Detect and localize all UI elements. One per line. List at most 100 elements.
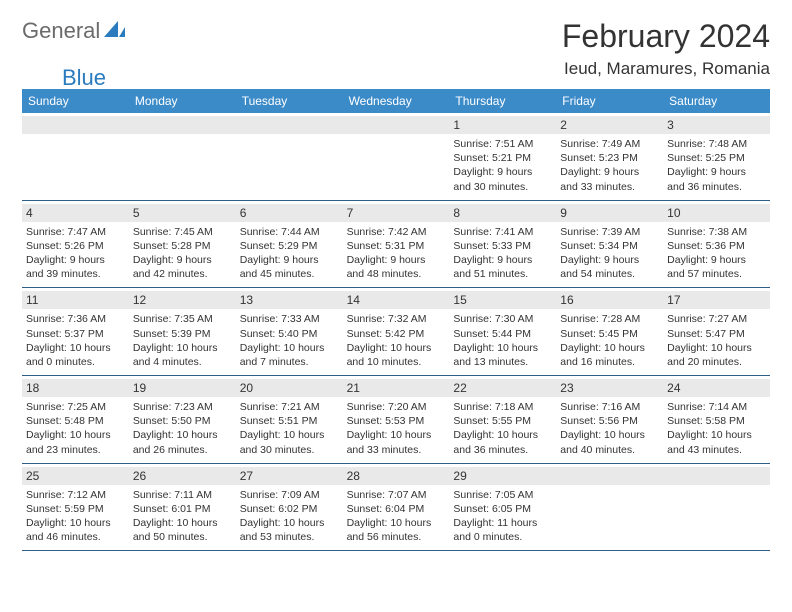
day-number: 18 xyxy=(22,379,129,397)
daylight-line: Daylight: 10 hours and 33 minutes. xyxy=(347,428,446,456)
brand-text-general: General xyxy=(22,18,100,44)
sunset-line: Sunset: 5:25 PM xyxy=(667,151,766,165)
calendar-cell xyxy=(236,113,343,200)
calendar-cell: 23 Sunrise: 7:16 AMSunset: 5:56 PMDayligh… xyxy=(556,376,663,463)
sunset-line: Sunset: 5:28 PM xyxy=(133,239,232,253)
sunrise-line: Sunrise: 7:39 AM xyxy=(560,225,659,239)
sunrise-line: Sunrise: 7:05 AM xyxy=(453,488,552,502)
calendar-cell: 11Sunrise: 7:36 AMSunset: 5:37 PMDayligh… xyxy=(22,288,129,375)
day-header: Wednesday xyxy=(343,89,450,113)
day-number: 11 xyxy=(22,291,129,309)
sunset-line: Sunset: 5:31 PM xyxy=(347,239,446,253)
day-number: 26 xyxy=(129,467,236,485)
daylight-line: Daylight: 10 hours and 26 minutes. xyxy=(133,428,232,456)
sunrise-line: Sunrise: 7:30 AM xyxy=(453,312,552,326)
sunset-line: Sunset: 5:23 PM xyxy=(560,151,659,165)
day-number: 23 xyxy=(556,379,663,397)
daylight-line: Daylight: 9 hours and 36 minutes. xyxy=(667,165,766,193)
calendar-cell: 1Sunrise: 7:51 AMSunset: 5:21 PMDaylight… xyxy=(449,113,556,200)
daylight-line: Daylight: 10 hours and 0 minutes. xyxy=(26,341,125,369)
day-number xyxy=(556,467,663,485)
sunset-line: Sunset: 5:59 PM xyxy=(26,502,125,516)
calendar-cell: 12Sunrise: 7:35 AMSunset: 5:39 PMDayligh… xyxy=(129,288,236,375)
sunrise-line: Sunrise: 7:47 AM xyxy=(26,225,125,239)
calendar-grid: SundayMondayTuesdayWednesdayThursdayFrid… xyxy=(22,89,770,551)
sunrise-line: Sunrise: 7:27 AM xyxy=(667,312,766,326)
sunset-line: Sunset: 5:26 PM xyxy=(26,239,125,253)
brand-text-blue: Blue xyxy=(62,65,106,91)
daylight-line: Daylight: 10 hours and 50 minutes. xyxy=(133,516,232,544)
day-number: 8 xyxy=(449,204,556,222)
daylight-line: Daylight: 10 hours and 40 minutes. xyxy=(560,428,659,456)
sunset-line: Sunset: 6:01 PM xyxy=(133,502,232,516)
calendar-week-row: 18 Sunrise: 7:25 AMSunset: 5:48 PM Dayligh… xyxy=(22,376,770,464)
sunrise-line: Sunrise: 7:38 AM xyxy=(667,225,766,239)
sunset-line: Sunset: 5:40 PM xyxy=(240,327,339,341)
day-header-row: SundayMondayTuesdayWednesdayThursdayFrid… xyxy=(22,89,770,113)
day-number: 17 xyxy=(663,291,770,309)
calendar-cell: 17Sunrise: 7:27 AMSunset: 5:47 PMDayligh… xyxy=(663,288,770,375)
brand-sail-icon xyxy=(104,19,126,44)
sunset-line: Sunset: 5:56 PM xyxy=(560,414,659,428)
sunrise-line: Sunrise: 7:25 AM xyxy=(26,400,125,414)
day-number xyxy=(663,467,770,485)
sunset-line: Sunset: 6:04 PM xyxy=(347,502,446,516)
calendar-cell: 18Sunrise: 7:25 AMSunset: 5:48 PMDayligh… xyxy=(22,376,129,463)
calendar-cell: 22Sunrise: 7:18 AMSunset: 5:55 PMDayligh… xyxy=(449,376,556,463)
calendar-cell: 25Sunrise: 7:12 AMSunset: 5:59 PMDayligh… xyxy=(22,464,129,551)
calendar-cell: 3Sunrise: 7:48 AMSunset: 5:25 PMDaylight… xyxy=(663,113,770,200)
calendar-cell xyxy=(22,113,129,200)
daylight-line: Daylight: 9 hours and 57 minutes. xyxy=(667,253,766,281)
day-number: 20 xyxy=(236,379,343,397)
sunset-line: Sunset: 5:21 PM xyxy=(453,151,552,165)
daylight-line: Daylight: 10 hours and 7 minutes. xyxy=(240,341,339,369)
daylight-line: Daylight: 10 hours and 16 minutes. xyxy=(560,341,659,369)
location-text: Ieud, Maramures, Romania xyxy=(562,59,770,79)
day-number: 22 xyxy=(449,379,556,397)
day-number: 28 xyxy=(343,467,450,485)
day-number: 14 xyxy=(343,291,450,309)
day-header: Saturday xyxy=(663,89,770,113)
day-number: 7 xyxy=(343,204,450,222)
daylight-line: Daylight: 10 hours and 4 minutes. xyxy=(133,341,232,369)
day-number: 27 xyxy=(236,467,343,485)
day-number: 29 xyxy=(449,467,556,485)
day-number: 15 xyxy=(449,291,556,309)
calendar-cell: 8Sunrise: 7:41 AMSunset: 5:33 PMDaylight… xyxy=(449,201,556,288)
day-number: 19 xyxy=(129,379,236,397)
calendar-cell: 15Sunrise: 7:30 AMSunset: 5:44 PMDayligh… xyxy=(449,288,556,375)
calendar-cell: 14Sunrise: 7:32 AMSunset: 5:42 PMDayligh… xyxy=(343,288,450,375)
sunrise-line: Sunrise: 7:12 AM xyxy=(26,488,125,502)
day-number xyxy=(236,116,343,134)
sunset-line: Sunset: 6:02 PM xyxy=(240,502,339,516)
day-number: 6 xyxy=(236,204,343,222)
daylight-line: Daylight: 9 hours and 48 minutes. xyxy=(347,253,446,281)
daylight-line: Daylight: 9 hours and 39 minutes. xyxy=(26,253,125,281)
calendar-week-row: 25Sunrise: 7:12 AMSunset: 5:59 PMDayligh… xyxy=(22,464,770,552)
calendar-cell: 19Sunrise: 7:23 AMSunset: 5:50 PMDayligh… xyxy=(129,376,236,463)
daylight-line: Daylight: 11 hours and 0 minutes. xyxy=(453,516,552,544)
day-number: 21 xyxy=(343,379,450,397)
sunset-line: Sunset: 5:42 PM xyxy=(347,327,446,341)
sunrise-line: Sunrise: 7:16 AM xyxy=(560,400,659,414)
calendar-week-row: 11Sunrise: 7:36 AMSunset: 5:37 PMDayligh… xyxy=(22,288,770,376)
daylight-line: Daylight: 9 hours and 51 minutes. xyxy=(453,253,552,281)
calendar-cell: 27Sunrise: 7:09 AMSunset: 6:02 PMDayligh… xyxy=(236,464,343,551)
daylight-line: Daylight: 10 hours and 43 minutes. xyxy=(667,428,766,456)
daylight-line: Daylight: 9 hours and 42 minutes. xyxy=(133,253,232,281)
daylight-line: Daylight: 9 hours and 30 minutes. xyxy=(453,165,552,193)
sunrise-line: Sunrise: 7:07 AM xyxy=(347,488,446,502)
day-number: 5 xyxy=(129,204,236,222)
sunrise-line: Sunrise: 7:09 AM xyxy=(240,488,339,502)
day-header: Thursday xyxy=(449,89,556,113)
calendar-cell: 7Sunrise: 7:42 AMSunset: 5:31 PMDaylight… xyxy=(343,201,450,288)
sunset-line: Sunset: 5:29 PM xyxy=(240,239,339,253)
day-number: 10 xyxy=(663,204,770,222)
calendar-cell: 10Sunrise: 7:38 AMSunset: 5:36 PMDayligh… xyxy=(663,201,770,288)
sunset-line: Sunset: 5:51 PM xyxy=(240,414,339,428)
calendar-cell: 5Sunrise: 7:45 AMSunset: 5:28 PMDaylight… xyxy=(129,201,236,288)
sunset-line: Sunset: 5:53 PM xyxy=(347,414,446,428)
day-number: 24 xyxy=(663,379,770,397)
sunset-line: Sunset: 5:48 PM xyxy=(26,414,125,428)
day-header: Friday xyxy=(556,89,663,113)
